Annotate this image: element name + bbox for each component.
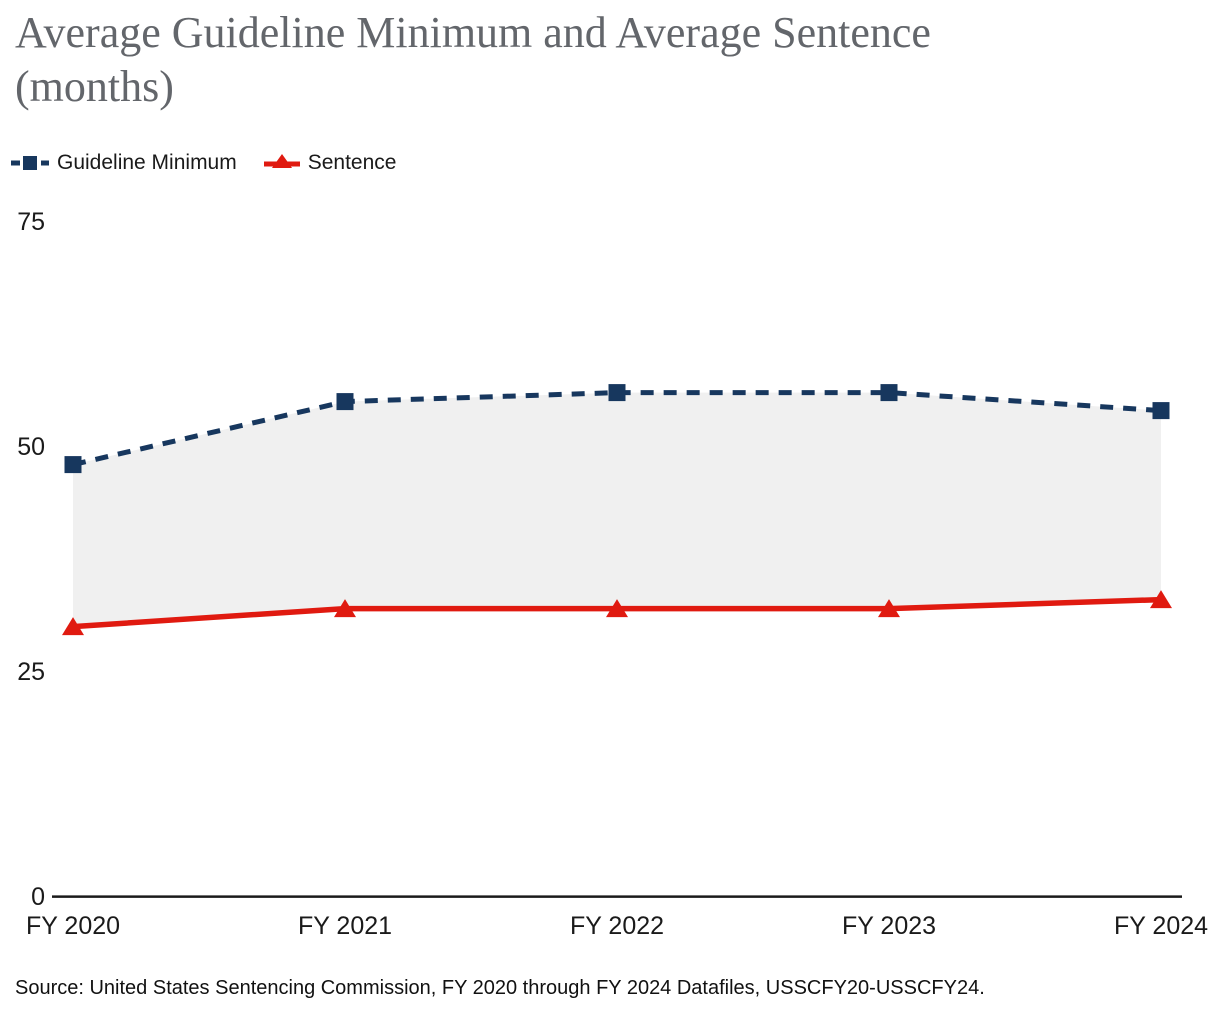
sentence-point-fy-2023[interactable] — [878, 599, 900, 618]
guideline-minimum-point-fy-2023[interactable] — [880, 384, 898, 402]
x-tick-label-fy-2024: FY 2024 — [1114, 912, 1208, 940]
legend-label-guideline-minimum: Guideline Minimum — [57, 151, 237, 174]
y-tick-label-25: 25 — [17, 658, 45, 686]
guideline-minimum-marker-icon — [11, 156, 49, 170]
y-tick-label-75: 75 — [17, 208, 45, 236]
guideline-minimum-point-fy-2020[interactable] — [64, 456, 82, 474]
x-tick-label-fy-2023: FY 2023 — [842, 912, 936, 940]
legend-item-sentence[interactable]: Sentence — [263, 151, 397, 175]
fill-between-area — [73, 392, 1161, 627]
sentence-point-fy-2022[interactable] — [606, 599, 628, 618]
legend-square-marker — [23, 156, 37, 170]
guideline-minimum-point-fy-2024[interactable] — [1152, 402, 1170, 420]
x-tick-label-fy-2021: FY 2021 — [298, 912, 392, 940]
guideline-minimum-point-fy-2022[interactable] — [608, 384, 626, 402]
chart-title-line1: Average Guideline Minimum and Average Se… — [15, 8, 931, 57]
x-tick-label-fy-2022: FY 2022 — [570, 912, 664, 940]
legend-triangle-marker — [271, 154, 292, 168]
legend: Guideline Minimum Sentence — [10, 151, 396, 175]
y-tick-label-50: 50 — [17, 433, 45, 461]
guideline-minimum-point-fy-2021[interactable] — [336, 393, 354, 411]
guideline-minimum-line — [72, 390, 1162, 468]
sentence-point-fy-2020[interactable] — [62, 617, 84, 636]
chart-title: Average Guideline Minimum and Average Se… — [15, 6, 1195, 113]
sentence-marker-icon — [263, 154, 300, 168]
source-note: Source: United States Sentencing Commiss… — [15, 977, 985, 999]
y-tick-label-0: 0 — [31, 883, 45, 911]
legend-item-guideline-minimum[interactable]: Guideline Minimum — [10, 151, 237, 175]
chart-title-line2: (months) — [15, 61, 174, 111]
legend-label-sentence: Sentence — [307, 151, 397, 174]
sentence-point-fy-2024[interactable] — [1150, 590, 1172, 609]
sentence-point-fy-2021[interactable] — [334, 599, 356, 618]
x-tick-label-fy-2020: FY 2020 — [26, 912, 120, 940]
